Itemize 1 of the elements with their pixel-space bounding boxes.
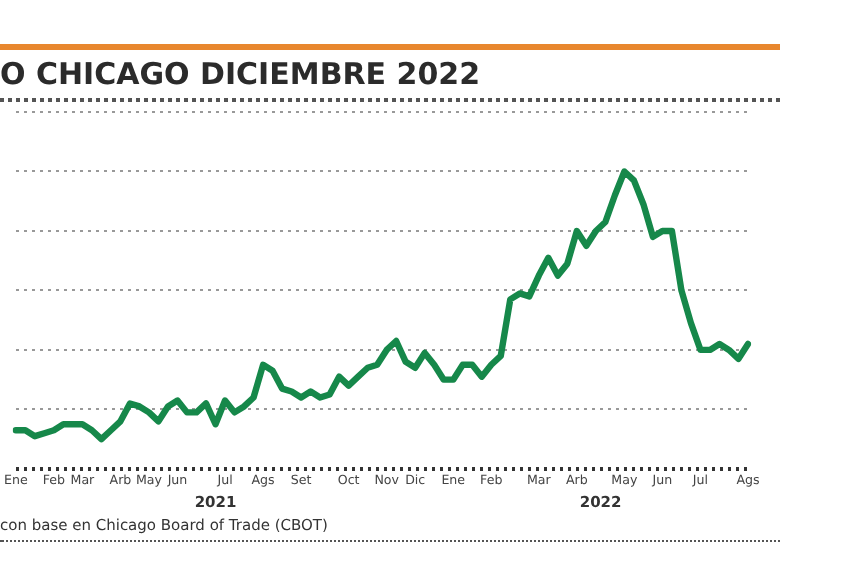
chart-title: O CHICAGO DICIEMBRE 2022 [0, 56, 481, 92]
